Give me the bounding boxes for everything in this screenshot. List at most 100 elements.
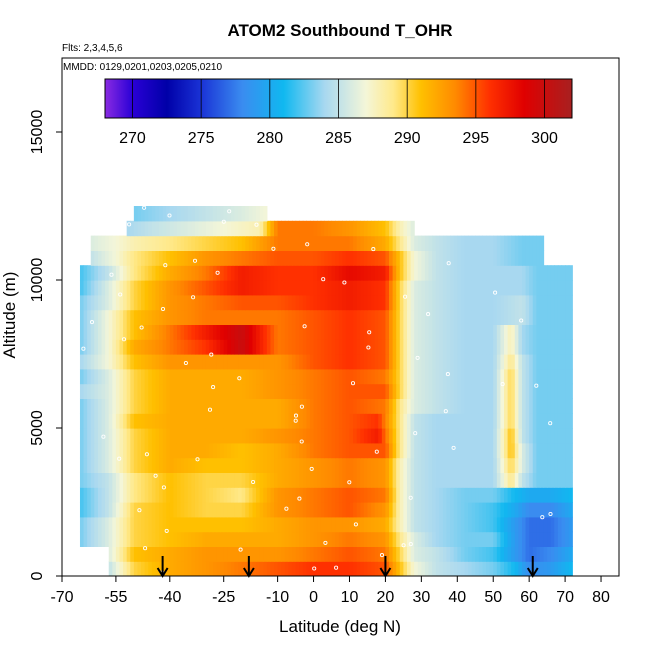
heatmap-cell: [266, 265, 272, 281]
heatmap-cell: [216, 413, 221, 429]
heatmap-cell: [184, 487, 189, 503]
heatmap-cell: [475, 294, 480, 311]
heatmap-cell: [500, 339, 505, 355]
heatmap-cell: [306, 383, 311, 399]
heatmap-cell: [223, 413, 228, 429]
heatmap-cell: [507, 309, 512, 325]
heatmap-cell: [371, 457, 376, 473]
sample-point: [500, 382, 505, 387]
heatmap-cell: [281, 383, 286, 399]
heatmap-cell: [414, 280, 419, 296]
heatmap-cell: [148, 324, 153, 340]
heatmap-cell: [374, 428, 379, 444]
heatmap-cell: [417, 413, 422, 429]
heatmap-cell: [460, 472, 466, 488]
heatmap-cell: [266, 383, 272, 399]
heatmap-cell: [259, 546, 264, 562]
heatmap-cell: [363, 516, 369, 533]
heatmap-cell: [327, 516, 333, 533]
heatmap-cell: [238, 413, 243, 429]
sample-point: [299, 439, 304, 444]
heatmap-cell: [144, 531, 149, 547]
heatmap-cell: [489, 546, 494, 562]
heatmap-cell: [105, 294, 110, 311]
heatmap-cell: [83, 265, 88, 281]
heatmap-cell: [313, 516, 318, 533]
heatmap-cell: [392, 235, 397, 251]
heatmap-cell: [281, 516, 286, 533]
heatmap-cell: [101, 383, 106, 399]
heatmap-cell: [446, 502, 451, 518]
heatmap-cell: [568, 487, 573, 503]
heatmap-cell: [486, 324, 491, 340]
heatmap-cell: [320, 442, 325, 459]
heatmap-cell: [327, 472, 333, 488]
heatmap-cell: [345, 265, 351, 281]
heatmap-cell: [176, 561, 182, 576]
heatmap-cell: [317, 280, 322, 296]
heatmap-cell: [353, 502, 358, 518]
heatmap-cell: [302, 487, 307, 503]
heatmap-cell: [385, 502, 390, 518]
heatmap-cell: [475, 383, 480, 399]
heatmap-cell: [166, 383, 171, 399]
heatmap-cell: [83, 368, 88, 385]
heatmap-cell: [130, 413, 135, 429]
heatmap-cell: [406, 442, 412, 459]
heatmap-cell: [381, 250, 387, 266]
heatmap-cell: [230, 442, 236, 459]
heatmap-cell: [309, 516, 315, 533]
heatmap-cell: [284, 235, 289, 251]
heatmap-cell: [216, 339, 221, 355]
heatmap-cell: [367, 354, 372, 370]
heatmap-cell: [130, 354, 135, 370]
heatmap-cell: [97, 235, 103, 251]
heatmap-cell: [166, 398, 171, 414]
heatmap-cell: [144, 413, 149, 429]
heatmap-cell: [112, 339, 117, 355]
heatmap-cell: [198, 398, 203, 414]
heatmap-cell: [421, 516, 426, 533]
heatmap-cell: [302, 531, 307, 547]
heatmap-cell: [338, 442, 343, 459]
heatmap-cell: [216, 220, 221, 237]
heatmap-cell: [521, 398, 527, 414]
heatmap-cell: [536, 383, 541, 399]
heatmap-cell: [371, 442, 376, 459]
heatmap-cell: [514, 398, 519, 414]
heatmap-cell: [406, 235, 412, 251]
heatmap-cell: [529, 368, 534, 385]
heatmap-cell: [212, 220, 218, 237]
heatmap-cell: [417, 280, 422, 296]
heatmap-cell: [112, 368, 117, 385]
heatmap-cell: [367, 413, 372, 429]
heatmap-cell: [281, 220, 286, 237]
heatmap-cell: [442, 383, 448, 399]
heatmap-cell: [252, 502, 257, 518]
heatmap-cell: [270, 309, 275, 325]
heatmap-cell: [79, 339, 85, 355]
heatmap-cell: [141, 235, 146, 251]
heatmap-cell: [83, 442, 88, 459]
heatmap-cell: [496, 457, 502, 473]
heatmap-cell: [421, 442, 426, 459]
sample-point: [143, 546, 148, 551]
heatmap-cell: [532, 561, 537, 576]
heatmap-cell: [417, 309, 422, 325]
heatmap-cell: [525, 265, 530, 281]
heatmap-cell: [561, 531, 566, 547]
heatmap-cell: [504, 354, 509, 370]
heatmap-cell: [442, 561, 448, 576]
heatmap-cell: [493, 546, 498, 562]
heatmap-cell: [514, 428, 519, 444]
heatmap-cell: [87, 457, 92, 473]
heatmap-cell: [256, 398, 261, 414]
heatmap-cell: [101, 354, 106, 370]
heatmap-cell: [263, 265, 268, 281]
heatmap-cell: [367, 398, 372, 414]
heatmap-cell: [137, 220, 142, 237]
heatmap-cell: [396, 531, 401, 547]
heatmap-cell: [468, 428, 473, 444]
heatmap-cell: [169, 457, 174, 473]
heatmap-cell: [565, 398, 570, 414]
